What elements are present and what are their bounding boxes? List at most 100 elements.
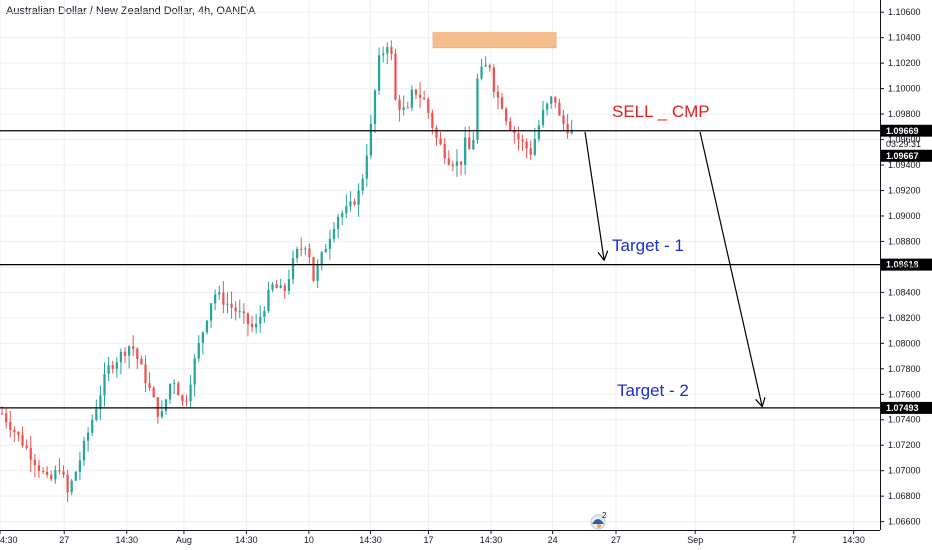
candle-body <box>62 471 65 475</box>
candle-body <box>332 228 336 239</box>
candle-body <box>402 107 405 110</box>
price-tick-label: 1.07600 <box>888 389 921 399</box>
candle-body <box>423 97 426 100</box>
candle-body <box>66 474 69 493</box>
price-tick-label: 1.08600 <box>888 262 921 272</box>
candle-body <box>242 311 245 314</box>
time-tick-label: 10 <box>304 535 314 545</box>
candle-body <box>394 53 397 100</box>
candle-body <box>484 65 487 67</box>
candle-body <box>33 459 36 466</box>
candle-body <box>13 429 16 432</box>
time-tick-label: 14:30 <box>359 535 382 545</box>
candle-body <box>550 96 553 104</box>
candle-body <box>189 384 192 402</box>
candle-body <box>29 447 32 460</box>
candle-body <box>505 108 508 122</box>
candle-body <box>361 178 364 191</box>
candle-body <box>414 89 418 95</box>
candle-body <box>144 364 147 384</box>
candle-body <box>386 47 389 54</box>
current-price-tag <box>881 149 932 162</box>
candle-body <box>529 148 532 155</box>
price-tick-label: 1.09800 <box>888 109 921 119</box>
candle-body <box>209 303 213 321</box>
candle-body <box>390 47 393 54</box>
candle-body <box>447 158 450 165</box>
level-annotation: SELL _ CMP <box>612 102 710 121</box>
price-tick-label: 1.10600 <box>888 7 921 17</box>
candle-body <box>168 383 172 400</box>
arrow-to-target-1 <box>584 131 604 259</box>
indicator-badge[interactable]: 2 <box>590 511 607 530</box>
candle-body <box>439 138 442 145</box>
chart-title: Australian Dollar / New Zealand Dollar, … <box>6 5 256 17</box>
candle-body <box>119 351 123 363</box>
candle-body <box>37 465 41 471</box>
candle-body <box>234 307 237 312</box>
candle-body <box>533 138 536 155</box>
candle-body <box>521 139 524 142</box>
indicator-badge-count: 2 <box>602 511 607 520</box>
candle-body <box>173 383 176 385</box>
projection-arrows <box>584 131 762 406</box>
level-price-tag <box>881 258 932 271</box>
candle-body <box>427 99 430 113</box>
price-tick-label: 1.09200 <box>888 185 921 195</box>
price-tick-label: 1.10400 <box>888 33 921 43</box>
candle-body <box>468 137 471 150</box>
candle-body <box>201 332 204 344</box>
candle-body <box>382 53 385 56</box>
price-tick-label: 1.09000 <box>888 211 921 221</box>
candle-body <box>554 96 557 103</box>
candle-body <box>140 358 143 365</box>
candle-body <box>238 311 241 313</box>
candle-body <box>156 397 159 417</box>
time-tick-label: 14:30 <box>115 535 138 545</box>
candle-body <box>222 292 225 305</box>
candle-body <box>566 123 569 134</box>
candle-body <box>82 440 86 461</box>
candle-body <box>25 445 28 448</box>
candle-body <box>70 480 73 493</box>
candle-body <box>185 400 188 402</box>
candle-body <box>480 66 483 79</box>
candle-body <box>410 89 414 108</box>
candle-body <box>271 284 274 290</box>
candle-body <box>74 471 77 481</box>
time-tick-label: 14:30 <box>842 535 865 545</box>
candle-body <box>472 139 475 150</box>
price-axis[interactable]: 1.10600 1.10400 1.10200 1.10000 1.09800 1.096… <box>880 0 921 530</box>
price-tick-label: 1.10000 <box>888 84 921 94</box>
candle-body <box>0 413 4 415</box>
candle-body <box>17 431 20 436</box>
candle-body <box>115 362 118 369</box>
candle-body <box>451 164 454 166</box>
level-price-label: 1.09669 <box>886 126 919 136</box>
candle-body <box>132 346 135 349</box>
candle-body <box>345 206 348 214</box>
level-annotation: Target - 2 <box>617 381 689 400</box>
candle-body <box>148 383 151 389</box>
candle-body <box>418 94 422 98</box>
time-axis[interactable]: 4:30 27 14:30 Aug 14:30 10 14:30 17 14:30 24 27 Sep… <box>0 530 880 545</box>
candle-body <box>369 123 373 156</box>
candle-body <box>312 257 315 282</box>
candle-body <box>91 419 94 433</box>
price-tick-label: 1.10200 <box>888 58 921 68</box>
candle-body <box>496 91 500 98</box>
candle-body <box>205 320 209 333</box>
price-tick-label: 1.09400 <box>888 160 921 170</box>
price-tick-label: 1.09600 <box>888 135 921 145</box>
level-price-label: 1.08618 <box>886 260 919 270</box>
time-tick-label: 14:30 <box>235 535 258 545</box>
indicator-icon-dot <box>597 524 601 528</box>
candle-body <box>365 155 368 179</box>
price-tick-label: 1.08800 <box>888 236 921 246</box>
candle-body <box>107 365 110 375</box>
candle-body <box>78 460 82 472</box>
candle-body <box>160 411 164 417</box>
candle-body <box>295 248 299 259</box>
candle-body <box>324 248 327 253</box>
